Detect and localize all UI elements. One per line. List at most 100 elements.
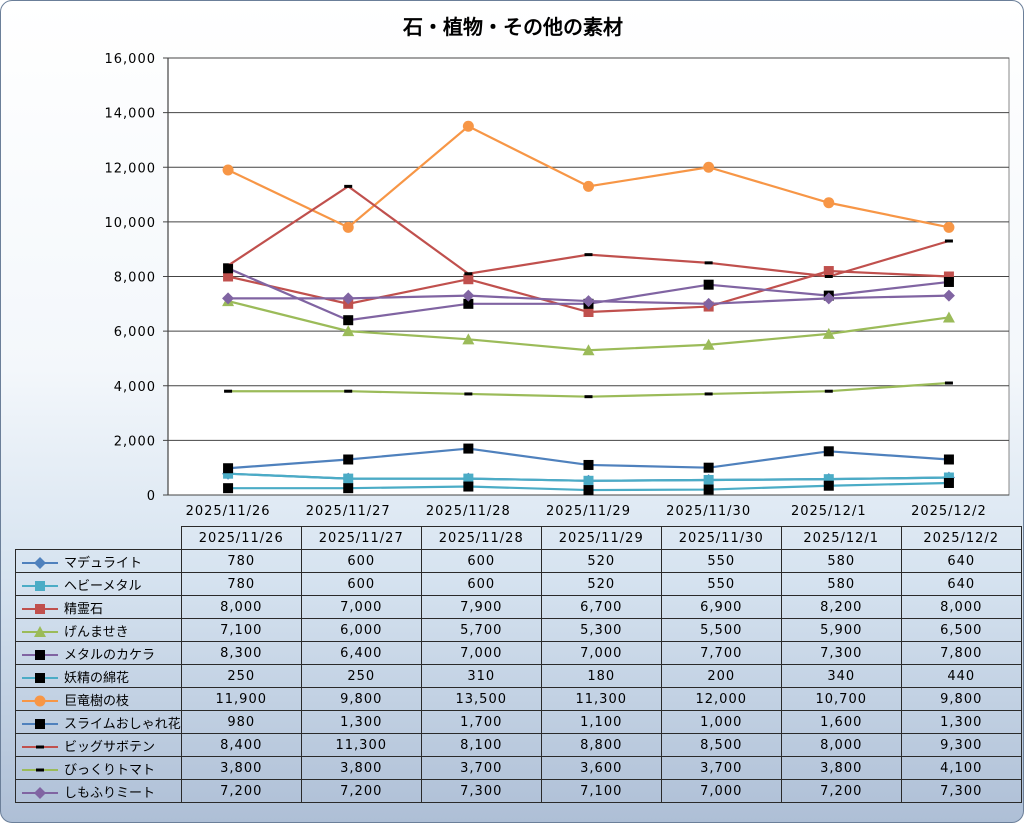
table-cell: 640 — [900, 572, 1022, 596]
y-tick-label: 10,000 — [105, 216, 157, 231]
data-point — [223, 468, 234, 479]
table-cell: 580 — [780, 549, 902, 573]
data-point — [703, 474, 714, 485]
data-point — [582, 344, 595, 356]
series-label-cell: ヘビーメタル — [15, 572, 182, 596]
data-point — [824, 389, 833, 393]
data-point — [822, 327, 835, 339]
x-tick-label: 2025/11/30 — [666, 504, 751, 519]
y-tick-label: 4,000 — [114, 380, 156, 395]
table-cell: 1,300 — [900, 710, 1022, 734]
table-cell: 520 — [540, 572, 662, 596]
table-cell: 600 — [420, 572, 542, 596]
data-point — [703, 484, 714, 495]
data-point — [34, 626, 46, 637]
data-point — [222, 292, 235, 305]
data-point — [35, 719, 45, 729]
table-cell: 3,700 — [660, 756, 782, 780]
data-point — [943, 271, 954, 282]
table-cell: 780 — [180, 572, 302, 596]
table-cell: 11,300 — [300, 733, 422, 757]
series-9 — [224, 184, 953, 278]
table-cell: 7,300 — [900, 779, 1022, 803]
legend-key — [22, 745, 58, 749]
data-point — [703, 279, 714, 290]
legend-key — [22, 581, 58, 591]
legend-key — [22, 604, 58, 614]
series-label-cell: しもふりミート — [15, 779, 182, 803]
table-cell: 8,100 — [420, 733, 542, 757]
table-row: びっくりトマト 3,800 3,800 3,700 3,600 3,700 3,800 4,1… — [15, 756, 1022, 780]
table-header-cell: 2025/11/28 — [420, 526, 542, 550]
table-cell: 7,200 — [180, 779, 302, 803]
data-point — [582, 295, 595, 308]
data-point — [36, 745, 44, 749]
table-cell: 3,800 — [300, 756, 422, 780]
table-row: ヘビーメタル 780 600 600 520 550 580 640 — [15, 572, 1022, 596]
table-cell: 7,700 — [660, 641, 782, 665]
series-label-cell: げんませき — [15, 618, 182, 642]
table-cell: 5,700 — [420, 618, 542, 642]
data-point — [704, 392, 713, 396]
data-point — [943, 221, 955, 233]
data-point — [34, 557, 46, 569]
table-cell: 8,300 — [180, 641, 302, 665]
table-cell: 440 — [900, 664, 1022, 688]
series-2 — [223, 468, 954, 486]
legend-key — [22, 626, 58, 637]
data-point — [463, 298, 474, 309]
table-cell: 340 — [780, 664, 902, 688]
data-point — [823, 446, 834, 457]
data-point — [584, 253, 593, 257]
table-cell: 1,100 — [540, 710, 662, 734]
line-chart: 0 2,000 4,000 6,000 8,000 10,000 12,000 14,000 1… — [105, 52, 1010, 519]
table-cell: 13,500 — [420, 687, 542, 711]
series-11 — [222, 289, 955, 310]
series-name: 妖精の綿花 — [64, 670, 130, 686]
table-cell: 6,700 — [540, 595, 662, 619]
series-8 — [223, 443, 954, 474]
data-point — [223, 483, 234, 494]
data-point — [462, 289, 475, 302]
data-point — [223, 263, 234, 274]
series-label-cell: スライムおしゃれ花 — [15, 710, 182, 734]
table-cell: 9,800 — [900, 687, 1022, 711]
series-label-cell: 妖精の綿花 — [15, 664, 182, 688]
table-cell: 8,500 — [660, 733, 782, 757]
table-cell: 310 — [420, 664, 542, 688]
table-cell: 520 — [540, 549, 662, 573]
table-cell: 7,000 — [540, 641, 662, 665]
data-point — [583, 459, 594, 470]
data-point — [224, 264, 233, 268]
table-cell: 8,000 — [780, 733, 902, 757]
data-point — [942, 289, 955, 302]
legend-key — [22, 719, 58, 729]
data-point — [463, 274, 474, 285]
table-cell: 7,200 — [780, 779, 902, 803]
table-cell: 6,900 — [660, 595, 782, 619]
data-point — [462, 120, 474, 132]
data-point — [463, 481, 474, 492]
data-point — [343, 473, 354, 484]
data-point — [464, 272, 473, 276]
table-header-cell: 2025/11/26 — [180, 526, 302, 550]
table-cell: 4,100 — [900, 756, 1022, 780]
legend-key — [22, 557, 58, 569]
x-tick-label: 2025/12/2 — [911, 504, 987, 519]
data-point — [342, 325, 355, 337]
table-cell: 7,200 — [300, 779, 422, 803]
data-point — [584, 395, 593, 399]
series-name: メタルのカケラ — [64, 647, 156, 663]
table-cell: 5,500 — [660, 618, 782, 642]
table-cell: 640 — [900, 549, 1022, 573]
table-cell: 11,300 — [540, 687, 662, 711]
data-point — [823, 474, 834, 485]
table-cell: 1,000 — [660, 710, 782, 734]
data-point — [343, 483, 354, 494]
data-point — [943, 472, 954, 483]
x-tick-label: 2025/11/26 — [186, 504, 271, 519]
table-row: 巨竜樹の枝 11,900 9,800 13,500 11,300 12,000 10,700… — [15, 687, 1022, 711]
table-cell: 7,300 — [420, 779, 542, 803]
data-point — [343, 454, 354, 465]
y-tick-label: 16,000 — [105, 52, 157, 67]
